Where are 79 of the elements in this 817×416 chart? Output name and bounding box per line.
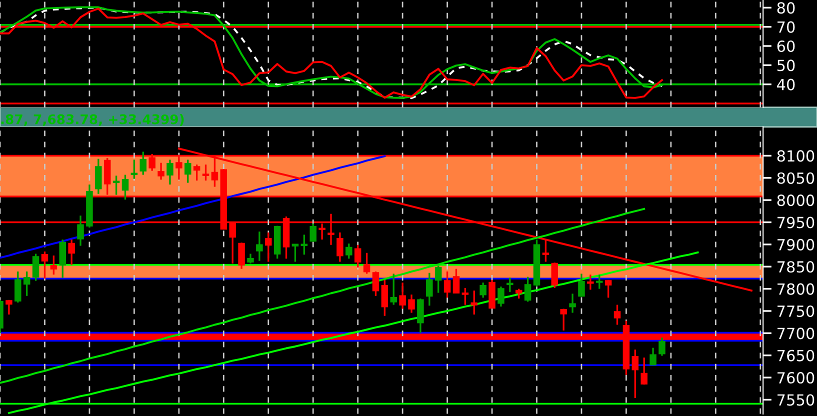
candlestick [470, 290, 478, 316]
candlestick [596, 274, 603, 290]
candlestick [23, 270, 30, 297]
y-tick-label: 7850 [778, 261, 814, 273]
y-tick-label: 80 [777, 2, 795, 14]
line-series [0, 208, 646, 384]
y-tick-label: 40 [777, 78, 795, 90]
y-tick-label: 70 [778, 21, 795, 33]
candlestick [551, 262, 558, 289]
candlestick [524, 276, 532, 303]
candlestick [354, 244, 362, 268]
candlestick [166, 158, 174, 186]
candlestick [292, 243, 299, 263]
candlestick [640, 356, 648, 386]
candlestick [310, 222, 316, 243]
y-tick-label: 8000 [777, 194, 814, 206]
candlestick [434, 264, 442, 294]
candlestick [390, 272, 397, 306]
candlestick [256, 230, 263, 262]
candlestick [346, 242, 352, 260]
candlestick [95, 158, 102, 195]
y-tick-label: 8100 [777, 150, 814, 162]
candlestick [452, 268, 460, 294]
candlestick [238, 242, 245, 270]
y-tick-label: 7800 [778, 283, 814, 295]
candlestick [604, 279, 612, 299]
candlestick [587, 274, 594, 291]
candlestick [650, 346, 656, 366]
candlestick [247, 252, 254, 264]
candlestick [112, 174, 120, 196]
candlestick [462, 287, 469, 306]
candlestick [14, 270, 22, 304]
chart-title: .87, 7,683.78, +33.4399) [1, 114, 184, 126]
candlestick [32, 252, 40, 282]
y-tick-label: 7600 [778, 372, 814, 384]
y-tick-label: 50 [777, 60, 795, 72]
candlestick [122, 174, 129, 200]
candlestick [632, 348, 639, 399]
candlestick [140, 150, 147, 176]
candlestick [498, 286, 504, 308]
candlestick [59, 238, 66, 279]
candlestick [578, 272, 585, 298]
candlestick [417, 298, 424, 334]
y-tick-label: 7550 [778, 394, 814, 406]
candlestick [506, 276, 514, 293]
candlestick [658, 336, 666, 357]
candlestick [6, 299, 12, 316]
candlestick [130, 158, 138, 180]
candlestick [193, 164, 200, 182]
candlestick [184, 158, 192, 184]
candlestick [68, 238, 75, 266]
candlestick [560, 308, 567, 332]
y-tick-label: 60 [777, 40, 795, 52]
candlestick [614, 304, 621, 326]
y-tick-label: 8050 [777, 172, 814, 184]
candlestick [542, 238, 550, 263]
candlestick [480, 282, 486, 299]
candlestick [426, 272, 433, 307]
candlestick [363, 252, 370, 275]
candlestick [300, 234, 308, 256]
y-tick-label: 7950 [778, 216, 814, 228]
candlestick [264, 232, 272, 263]
candlestick [158, 162, 164, 181]
y-tick-label: 7650 [778, 350, 814, 362]
candlestick [444, 270, 451, 299]
candlestick [515, 288, 522, 300]
candlestick [202, 164, 210, 182]
y-tick-label: 7750 [778, 305, 814, 318]
candlestick [381, 279, 388, 317]
y-tick-label: 7700 [778, 328, 814, 340]
candlestick [399, 282, 406, 310]
candlestick [50, 254, 58, 276]
candlestick [41, 250, 48, 280]
candlestick [372, 270, 380, 297]
candlestick [569, 292, 576, 314]
y-tick-label: 7900 [778, 238, 814, 250]
candlestick [336, 232, 344, 263]
candlestick [77, 214, 84, 247]
candlestick [408, 294, 415, 314]
